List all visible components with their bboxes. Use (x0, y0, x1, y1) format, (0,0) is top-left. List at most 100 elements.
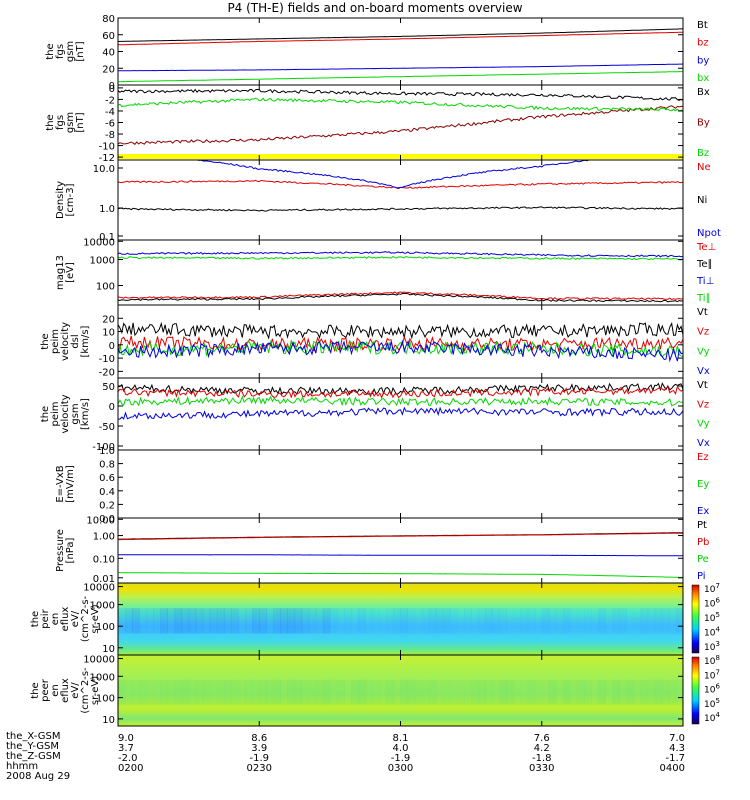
spectrogram-cell (379, 679, 387, 705)
y-axis-label: the (30, 682, 41, 698)
spectrogram-cell (118, 679, 126, 705)
spectrogram-cell (520, 608, 529, 634)
ephemeris-value: 4.2 (534, 743, 550, 754)
spectrogram-cell (252, 679, 260, 705)
y-axis-label: E=-VxB (55, 465, 66, 502)
spectrogram-cell (506, 608, 514, 634)
spectrogram-cell (492, 679, 500, 705)
y-axis-label: the (40, 406, 51, 422)
y-axis-label: (cm^2-s- (80, 667, 91, 714)
spectrogram-cell (400, 608, 409, 634)
spectrogram-cell (541, 608, 550, 634)
spectrogram-cell (435, 679, 444, 705)
spectrogram-cell (202, 608, 211, 634)
legend-Te∥: Te∥ (696, 259, 713, 270)
legend-by: by (697, 55, 709, 66)
spectrogram-cell (548, 679, 557, 705)
spectrogram-cell (577, 608, 585, 634)
spectrogram-cell (174, 608, 183, 634)
ephemeris-value: 7.0 (669, 733, 685, 744)
spectrogram-cell (174, 679, 183, 705)
y-tick-label: 0.10 (93, 554, 115, 565)
spectrogram-cell (329, 679, 338, 705)
series-line-Vy (117, 395, 684, 407)
y-tick-label: 60 (102, 31, 115, 42)
y-tick-label: -2 (105, 95, 115, 106)
spectrogram-cell (358, 679, 366, 705)
spectrogram-cell (499, 679, 507, 705)
legend-Pb: Pb (697, 537, 709, 548)
colorbar-label: 108 (704, 654, 720, 667)
ephemeris-value: 3.7 (118, 743, 134, 754)
spectrogram-cell (308, 679, 317, 705)
spectrogram-cell (132, 608, 140, 634)
spectrogram-cell (266, 608, 274, 634)
spectrogram-cell (428, 679, 437, 705)
ephemeris-value: 0300 (388, 763, 413, 774)
y-tick-label: 0.1 (99, 232, 115, 243)
y-axis-label: sr-eV) (90, 676, 101, 705)
series-line-Pi (118, 554, 683, 557)
legend-Ni: Ni (697, 195, 707, 206)
legend-Npot: Npot (697, 228, 721, 239)
y-tick-label: 1000 (90, 256, 115, 267)
spectrogram-cell (393, 608, 401, 634)
legend-bx: bx (697, 73, 709, 84)
y-tick-label: 0.4 (99, 487, 115, 498)
legend-By: By (697, 118, 710, 129)
spectrogram-cell (534, 608, 543, 634)
spectrogram-cell (167, 608, 175, 634)
spectrogram-cell (407, 679, 416, 705)
spectrogram-cell (153, 608, 161, 634)
y-axis-label: the (45, 114, 56, 130)
spectrogram-cell (527, 608, 536, 634)
spectrogram-cell (273, 679, 281, 705)
series-line-By (117, 105, 684, 145)
spectrogram-cell (478, 679, 486, 705)
spectrogram-cell (315, 679, 324, 705)
y-axis-label: [eV] (65, 262, 76, 283)
spectrogram-cell (259, 679, 267, 705)
series-line-Bz (117, 97, 684, 112)
spectrogram-cell (471, 608, 479, 634)
spectrogram-cell (464, 679, 472, 705)
spectrogram-cell (647, 679, 656, 705)
spectrogram-cell (527, 679, 536, 705)
colorbar-label: 107 (704, 668, 720, 681)
spectrogram-cell (668, 608, 677, 634)
legend-Pe: Pe (697, 554, 709, 565)
spectrogram-cell (668, 679, 677, 705)
legend-Ex: Ex (697, 506, 709, 517)
series-line-by (118, 63, 684, 72)
ephem-label-z: the_Z-GSM (6, 751, 61, 762)
spectrogram-cell (471, 679, 479, 705)
spectrogram-cell (386, 608, 394, 634)
spectrogram-cell (209, 679, 218, 705)
spectrogram-cell (259, 608, 267, 634)
spectrogram-cell (202, 679, 211, 705)
spectrogram-cell (329, 608, 338, 634)
spectrogram-cell (506, 679, 514, 705)
spectrogram-cell (301, 608, 310, 634)
spectrogram-cell (365, 608, 373, 634)
y-tick-label: -8 (105, 130, 115, 141)
spectrogram-cell (661, 679, 670, 705)
spectrogram-cell (400, 679, 409, 705)
legend-Pt: Pt (697, 520, 707, 531)
series-line-Te∥ (117, 292, 684, 303)
y-axis-label: Pressure (55, 529, 66, 572)
y-axis-label: [cm-3] (65, 183, 76, 216)
spectrogram-cell (449, 608, 458, 634)
legend-Ti⊥: Ti⊥ (696, 276, 714, 287)
y-axis-label: velocity (60, 322, 71, 361)
y-tick-label: -6 (105, 119, 115, 130)
spectrogram-cell (619, 608, 627, 634)
ephem-label-x: the_X-GSM (6, 731, 61, 742)
spectrogram-1 (118, 583, 683, 655)
spectrogram-2 (118, 655, 683, 726)
colorbar-label: 107 (704, 582, 720, 595)
y-tick-label: 10 (102, 328, 115, 339)
y-axis-label: eflux (60, 678, 71, 703)
colorbar-label: 105 (704, 697, 720, 710)
